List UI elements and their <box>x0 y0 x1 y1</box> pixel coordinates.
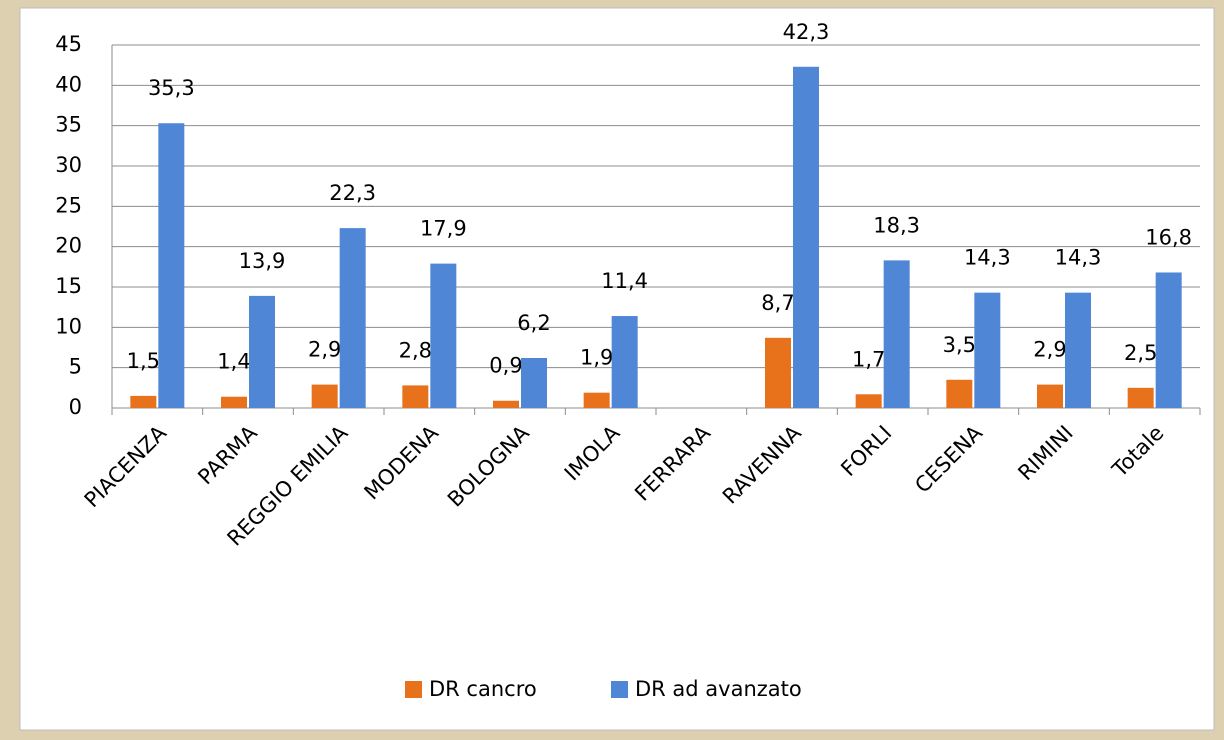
legend-swatch <box>405 681 422 698</box>
data-label: 16,8 <box>1145 225 1192 249</box>
bar <box>765 337 791 408</box>
y-tick-label: 40 <box>55 72 82 96</box>
data-label: 3,5 <box>943 333 976 357</box>
y-tick-label: 25 <box>55 193 82 217</box>
bar <box>430 263 457 408</box>
data-label: 1,7 <box>852 347 885 371</box>
bar <box>883 260 910 408</box>
data-label: 17,9 <box>420 217 467 241</box>
data-label: 2,8 <box>399 338 432 362</box>
data-label: 14,3 <box>1055 246 1102 270</box>
data-label: 22,3 <box>329 181 376 205</box>
bar <box>1127 387 1154 408</box>
bar <box>974 292 1001 408</box>
data-label: 1,9 <box>580 346 613 370</box>
legend-swatch <box>611 681 628 698</box>
bar <box>221 396 247 408</box>
data-label: 35,3 <box>148 76 195 100</box>
bar <box>493 400 519 408</box>
y-tick-label: 20 <box>55 234 82 258</box>
data-label: 2,5 <box>1124 341 1157 365</box>
data-label: 0,9 <box>489 354 522 378</box>
y-tick-label: 45 <box>55 32 82 56</box>
bar <box>521 357 547 408</box>
legend-label: DR ad avanzato <box>635 677 802 701</box>
y-tick-label: 15 <box>55 274 82 298</box>
bar <box>1065 292 1091 408</box>
bar <box>946 379 973 408</box>
bar <box>130 395 157 408</box>
legend-label: DR cancro <box>429 677 537 701</box>
bar <box>1037 384 1063 408</box>
data-label: 8,7 <box>761 291 794 315</box>
data-label: 11,4 <box>601 269 648 293</box>
bar <box>611 316 638 408</box>
data-label: 2,9 <box>1033 338 1066 362</box>
data-label: 18,3 <box>873 213 920 237</box>
y-tick-label: 35 <box>55 113 82 137</box>
y-tick-label: 10 <box>55 314 82 338</box>
bar <box>311 384 338 408</box>
data-label: 2,9 <box>308 338 341 362</box>
data-label: 13,9 <box>239 249 286 273</box>
bar <box>402 385 429 408</box>
bar <box>583 392 610 408</box>
bar <box>249 295 275 408</box>
bar <box>1155 272 1182 408</box>
bar <box>793 66 819 408</box>
y-tick-label: 5 <box>69 355 82 379</box>
bar <box>158 123 185 408</box>
bar <box>339 228 366 408</box>
data-label: 6,2 <box>517 311 550 335</box>
data-label: 1,5 <box>127 349 160 373</box>
data-label: 1,4 <box>217 350 250 374</box>
y-tick-label: 0 <box>69 395 82 419</box>
bar <box>855 394 882 408</box>
data-label: 14,3 <box>964 246 1011 270</box>
data-label: 42,3 <box>783 20 830 44</box>
y-tick-label: 30 <box>55 153 82 177</box>
